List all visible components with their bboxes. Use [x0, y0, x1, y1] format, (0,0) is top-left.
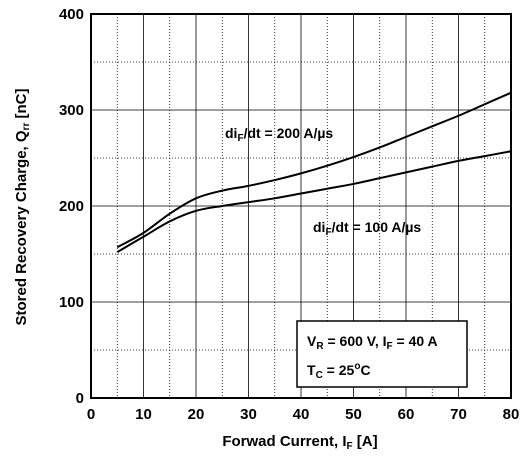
x-tick-label: 40 — [293, 406, 310, 423]
conditions-box-border — [296, 320, 468, 388]
x-tick-label: 0 — [87, 406, 95, 423]
conditions-line-2: TC = 25oC — [307, 361, 371, 381]
y-tick-label: 400 — [59, 6, 84, 23]
series-lines — [116, 91, 512, 253]
y-axis-title: Stored Recovery Charge, Qrr [nC] — [13, 88, 32, 325]
plot-frame — [90, 13, 512, 399]
conditions-line-1: VR = 600 V, IF = 40 A — [307, 333, 438, 352]
series-label-100: diF/dt = 100 A/µs — [313, 219, 421, 238]
x-tick-label: 50 — [345, 406, 362, 423]
y-tick-label: 100 — [59, 294, 84, 311]
y-tick-labels: 0 100 200 300 400 — [59, 6, 84, 407]
x-axis-title: Forwad Current, IF [A] — [222, 433, 377, 452]
x-tick-label: 70 — [450, 406, 467, 423]
series-line-1 — [116, 150, 512, 253]
x-tick-label: 60 — [398, 406, 415, 423]
y-tick-label: 0 — [76, 390, 84, 407]
x-tick-label: 30 — [240, 406, 257, 423]
series-line-0 — [116, 91, 512, 249]
x-tick-label: 20 — [188, 406, 205, 423]
x-tick-labels: 0 10 20 30 40 50 60 70 80 — [87, 406, 520, 423]
conditions-box: VR = 600 V, IF = 40 A TC = 25oC — [296, 320, 468, 388]
y-tick-label: 300 — [59, 102, 84, 119]
series-label-200: diF/dt = 200 A/µs — [225, 125, 333, 144]
x-tick-label: 80 — [503, 406, 520, 423]
y-tick-label: 200 — [59, 198, 84, 215]
x-tick-label: 10 — [135, 406, 152, 423]
